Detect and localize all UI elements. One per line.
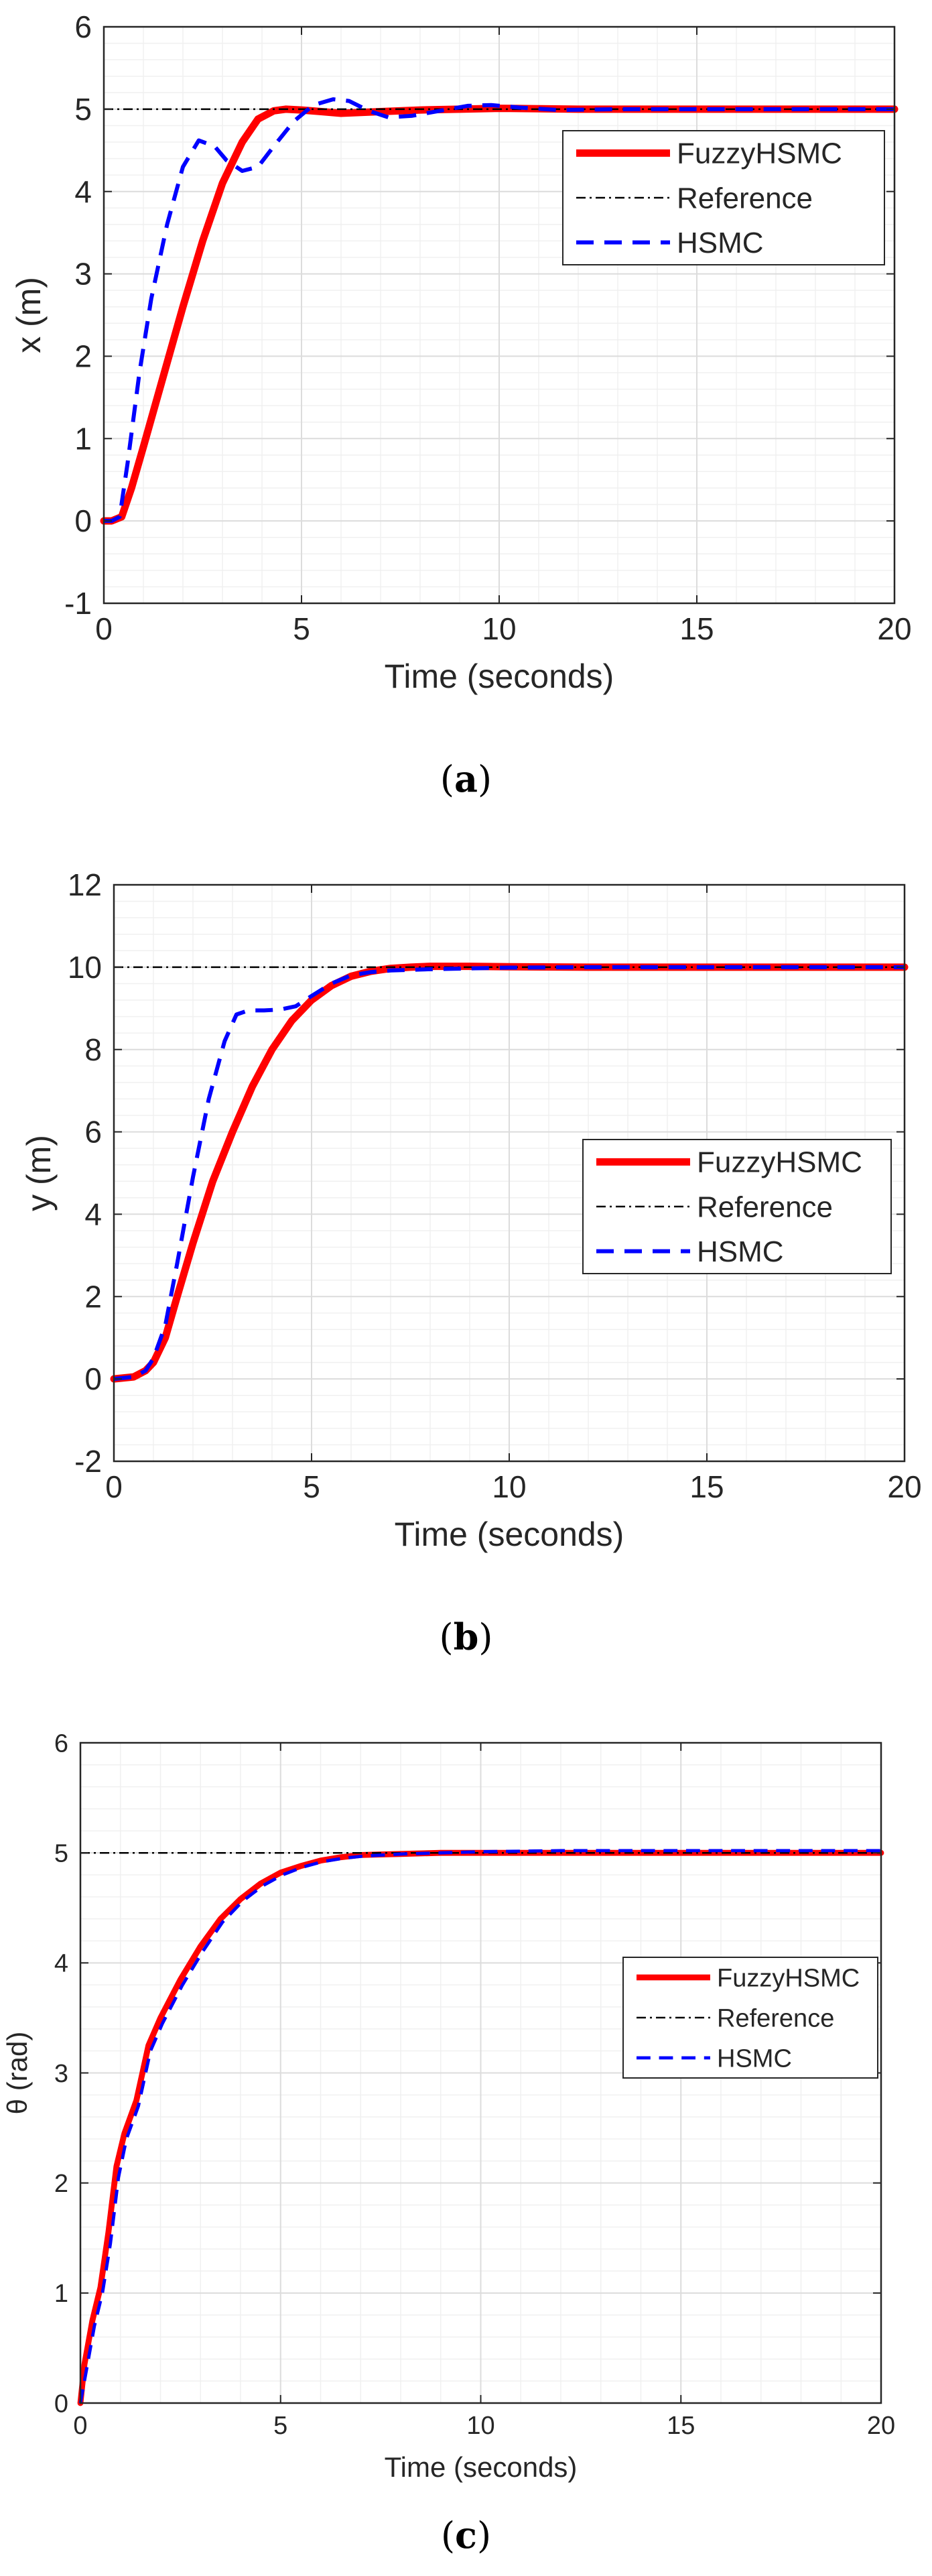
y-tick-label: 0 [84, 1361, 102, 1396]
legend-label: FuzzyHSMC [677, 137, 842, 170]
series-line-hsmc [104, 97, 894, 524]
y-tick-label: 5 [54, 1839, 68, 1867]
y-tick-label: -1 [64, 586, 92, 621]
legend-label: HSMC [677, 227, 764, 259]
y-tick-label: 4 [74, 174, 92, 209]
legend: FuzzyHSMC Reference HSMC [582, 1139, 892, 1274]
y-tick-label: 10 [68, 950, 102, 985]
legend: FuzzyHSMC Reference HSMC [622, 1957, 878, 2079]
y-axis-label: y (m) [20, 1135, 58, 1211]
x-tick-label: 20 [867, 2412, 895, 2440]
y-tick-label: -2 [74, 1444, 102, 1479]
y-tick-label: 12 [68, 867, 102, 902]
legend-label: Reference [717, 2004, 834, 2032]
x-tick-label: 10 [482, 611, 516, 646]
x-axis-label: Time (seconds) [395, 1516, 624, 1553]
y-tick-label: 4 [84, 1197, 102, 1232]
y-tick-label: 0 [54, 2390, 68, 2418]
chart-panel-a: 0 5 10 15 20 -1 0 1 2 3 4 5 6 Time (seconds) x (m) Fuzz… [0, 0, 932, 858]
x-tick-label: 5 [303, 1469, 320, 1504]
legend-label: Reference [697, 1190, 833, 1223]
legend-label: FuzzyHSMC [717, 1964, 860, 1992]
y-tick-label: 5 [74, 92, 92, 127]
y-tick-label: 0 [74, 503, 92, 538]
chart-c: 0 5 10 15 20 0 1 2 3 4 5 6 Time (seconds) θ (rad) Fuzz… [1, 1729, 895, 2483]
x-tick-label: 10 [492, 1469, 526, 1504]
x-tick-label: 20 [877, 611, 911, 646]
x-tick-label: 0 [95, 611, 113, 646]
caption-b: (b) [439, 1615, 493, 1658]
y-tick-label: 3 [54, 2060, 68, 2088]
y-axis-label: θ (rad) [1, 2032, 33, 2115]
chart-panel-b: 0 5 10 15 20 -2 0 2 4 6 8 10 12 Time (seconds) y (m) Fu… [0, 858, 932, 1716]
y-tick-label: 1 [54, 2280, 68, 2308]
y-tick-label: 6 [84, 1115, 102, 1150]
legend-label: HSMC [697, 1235, 784, 1268]
x-axis-label: Time (seconds) [385, 658, 614, 695]
x-tick-label: 5 [273, 2412, 287, 2440]
x-axis-label: Time (seconds) [385, 2451, 578, 2483]
y-tick-label: 8 [84, 1032, 102, 1067]
y-tick-label: 1 [74, 421, 92, 456]
legend-label: Reference [677, 182, 813, 214]
y-axis-label: x (m) [10, 277, 48, 353]
y-tick-label: 2 [54, 2170, 68, 2198]
chart-panel-c: 0 5 10 15 20 0 1 2 3 4 5 6 Time (seconds) θ (rad) Fuzz… [0, 1716, 932, 2576]
y-tick-label: 6 [74, 9, 92, 44]
y-tick-label: 3 [74, 257, 92, 292]
x-tick-label: 15 [679, 611, 714, 646]
y-tick-label: 2 [84, 1279, 102, 1314]
legend-label: FuzzyHSMC [697, 1146, 862, 1179]
series-line-hsmc [78, 1849, 881, 2404]
legend: FuzzyHSMC Reference HSMC [562, 130, 885, 265]
y-tick-label: 6 [54, 1729, 68, 1758]
x-tick-label: 15 [667, 2412, 695, 2440]
y-tick-label: 2 [74, 339, 92, 374]
y-tick-label: 4 [54, 1950, 68, 1978]
x-tick-label: 10 [466, 2412, 494, 2440]
x-tick-label: 20 [887, 1469, 921, 1504]
legend-label: HSMC [717, 2044, 792, 2073]
caption-c: (c) [440, 2514, 492, 2557]
caption-a: (a) [440, 757, 492, 800]
x-tick-label: 15 [689, 1469, 724, 1504]
x-tick-label: 0 [73, 2412, 87, 2440]
x-tick-label: 0 [105, 1469, 123, 1504]
x-tick-label: 5 [293, 611, 310, 646]
